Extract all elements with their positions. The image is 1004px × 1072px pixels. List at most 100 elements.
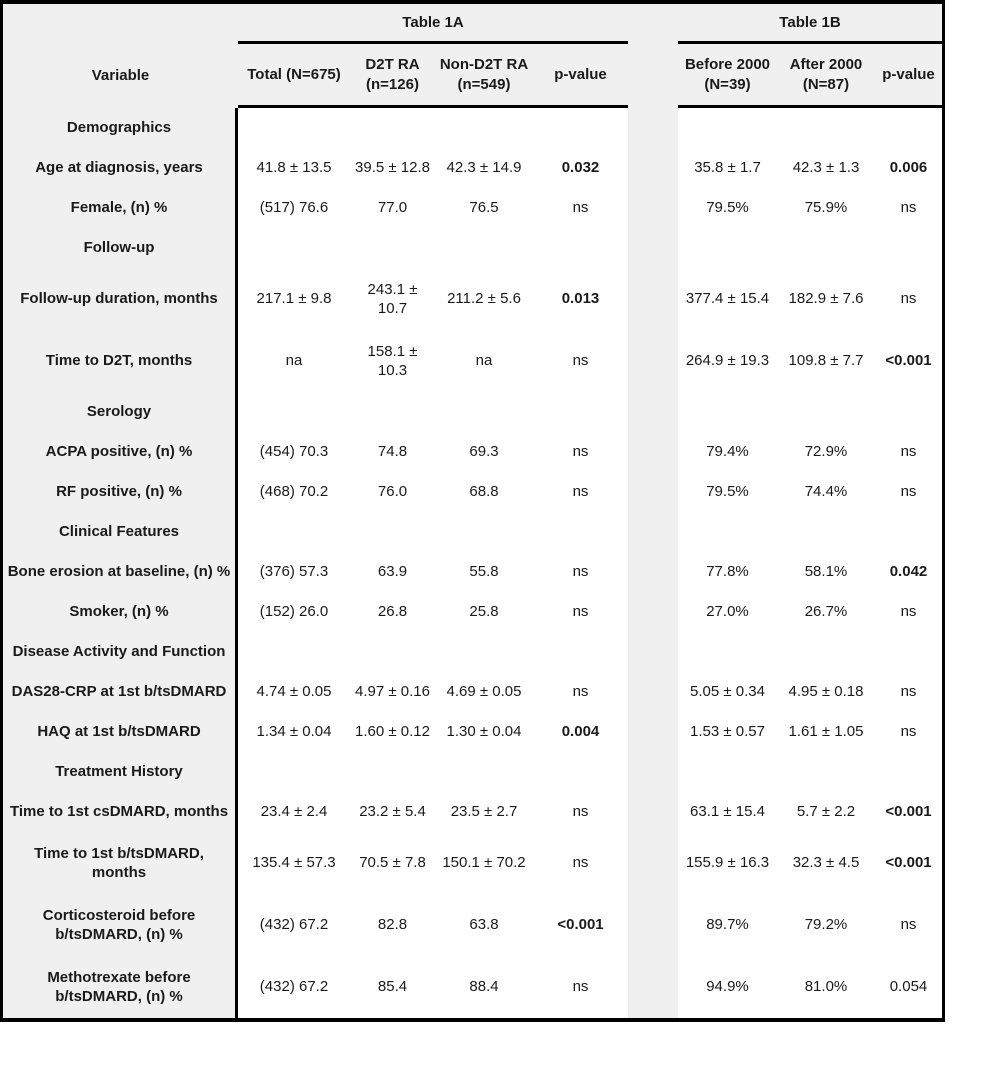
empty-cell (350, 392, 435, 432)
cell-p-value-b: <0.001 (875, 832, 942, 894)
empty-cell (777, 392, 875, 432)
empty-cell (350, 228, 435, 268)
section-row-label: Follow-up (3, 228, 238, 268)
column-header-non-d2t-ra: Non-D2T RA (n=549) (435, 44, 533, 108)
cell-after-2000: 79.2% (777, 894, 875, 956)
title-row-gap (628, 4, 678, 44)
section-row-label: Disease Activity and Function (3, 632, 238, 672)
cell-non-d2t-ra: 150.1 ± 70.2 (435, 832, 533, 894)
row-label: Smoker, (n) % (3, 592, 238, 632)
cell-p-value-a: 0.013 (533, 268, 628, 330)
table-gap (628, 956, 678, 1018)
cell-non-d2t-ra: 25.8 (435, 592, 533, 632)
empty-cell (678, 632, 777, 672)
table-gap (628, 552, 678, 592)
cell-before-2000: 77.8% (678, 552, 777, 592)
empty-cell (435, 512, 533, 552)
cell-after-2000: 5.7 ± 2.2 (777, 792, 875, 832)
cell-before-2000: 94.9% (678, 956, 777, 1018)
empty-cell (875, 632, 942, 672)
empty-cell (238, 228, 350, 268)
row-label: RF positive, (n) % (3, 472, 238, 512)
cell-after-2000: 26.7% (777, 592, 875, 632)
table-grid: Table 1A Table 1B Variable Total (N=675)… (3, 4, 942, 1018)
cell-before-2000: 63.1 ± 15.4 (678, 792, 777, 832)
empty-cell (875, 752, 942, 792)
cell-total: (454) 70.3 (238, 432, 350, 472)
cell-p-value-b: ns (875, 268, 942, 330)
cell-p-value-a: 0.032 (533, 148, 628, 188)
cell-total: 217.1 ± 9.8 (238, 268, 350, 330)
cell-non-d2t-ra: 4.69 ± 0.05 (435, 672, 533, 712)
header-row-gap (628, 44, 678, 108)
cell-total: (517) 76.6 (238, 188, 350, 228)
empty-cell (678, 108, 777, 148)
section-row-label: Treatment History (3, 752, 238, 792)
row-label: Methotrexate before b/tsDMARD, (n) % (3, 956, 238, 1018)
cell-before-2000: 27.0% (678, 592, 777, 632)
cell-before-2000: 89.7% (678, 894, 777, 956)
cell-p-value-b: <0.001 (875, 792, 942, 832)
cell-p-value-a: 0.004 (533, 712, 628, 752)
cell-p-value-a: ns (533, 188, 628, 228)
empty-cell (435, 632, 533, 672)
empty-cell (777, 632, 875, 672)
cell-d2t-ra: 158.1 ± 10.3 (350, 330, 435, 392)
empty-cell (678, 512, 777, 552)
cell-p-value-b: 0.054 (875, 956, 942, 1018)
cell-before-2000: 79.5% (678, 188, 777, 228)
column-header-p-value-a: p-value (533, 44, 628, 108)
cell-after-2000: 42.3 ± 1.3 (777, 148, 875, 188)
cell-total: 1.34 ± 0.04 (238, 712, 350, 752)
cell-p-value-a: <0.001 (533, 894, 628, 956)
cell-d2t-ra: 39.5 ± 12.8 (350, 148, 435, 188)
table-gap (628, 148, 678, 188)
cell-total: (468) 70.2 (238, 472, 350, 512)
empty-cell (435, 108, 533, 148)
empty-cell (777, 228, 875, 268)
cell-p-value-a: ns (533, 956, 628, 1018)
cell-d2t-ra: 77.0 (350, 188, 435, 228)
cell-non-d2t-ra: 68.8 (435, 472, 533, 512)
table-gap (628, 268, 678, 330)
cell-non-d2t-ra: 88.4 (435, 956, 533, 1018)
table-gap (628, 392, 678, 432)
empty-cell (678, 752, 777, 792)
table-gap (628, 592, 678, 632)
column-header-p-value-b: p-value (875, 44, 942, 108)
cell-after-2000: 182.9 ± 7.6 (777, 268, 875, 330)
cell-d2t-ra: 243.1 ± 10.7 (350, 268, 435, 330)
section-row-label: Demographics (3, 108, 238, 148)
cell-d2t-ra: 74.8 (350, 432, 435, 472)
row-label: ACPA positive, (n) % (3, 432, 238, 472)
cell-total: (376) 57.3 (238, 552, 350, 592)
cell-p-value-b: ns (875, 592, 942, 632)
empty-cell (435, 392, 533, 432)
row-label: Follow-up duration, months (3, 268, 238, 330)
cell-before-2000: 377.4 ± 15.4 (678, 268, 777, 330)
cell-p-value-a: ns (533, 792, 628, 832)
cell-total: (432) 67.2 (238, 956, 350, 1018)
column-header-variable: Variable (3, 44, 238, 108)
cell-d2t-ra: 76.0 (350, 472, 435, 512)
cell-p-value-a: ns (533, 432, 628, 472)
column-header-before-2000: Before 2000 (N=39) (678, 44, 777, 108)
table-gap (628, 188, 678, 228)
row-label: Time to 1st b/tsDMARD, months (3, 832, 238, 894)
empty-cell (777, 752, 875, 792)
table-gap (628, 330, 678, 392)
table-gap (628, 792, 678, 832)
cell-after-2000: 72.9% (777, 432, 875, 472)
cell-non-d2t-ra: 23.5 ± 2.7 (435, 792, 533, 832)
table-gap (628, 432, 678, 472)
cell-p-value-a: ns (533, 330, 628, 392)
cell-after-2000: 109.8 ± 7.7 (777, 330, 875, 392)
cell-p-value-a: ns (533, 592, 628, 632)
cell-total: 4.74 ± 0.05 (238, 672, 350, 712)
empty-cell (350, 108, 435, 148)
empty-cell (678, 392, 777, 432)
cell-p-value-b: ns (875, 188, 942, 228)
cell-total: (152) 26.0 (238, 592, 350, 632)
table-gap (628, 472, 678, 512)
table-gap (628, 894, 678, 956)
